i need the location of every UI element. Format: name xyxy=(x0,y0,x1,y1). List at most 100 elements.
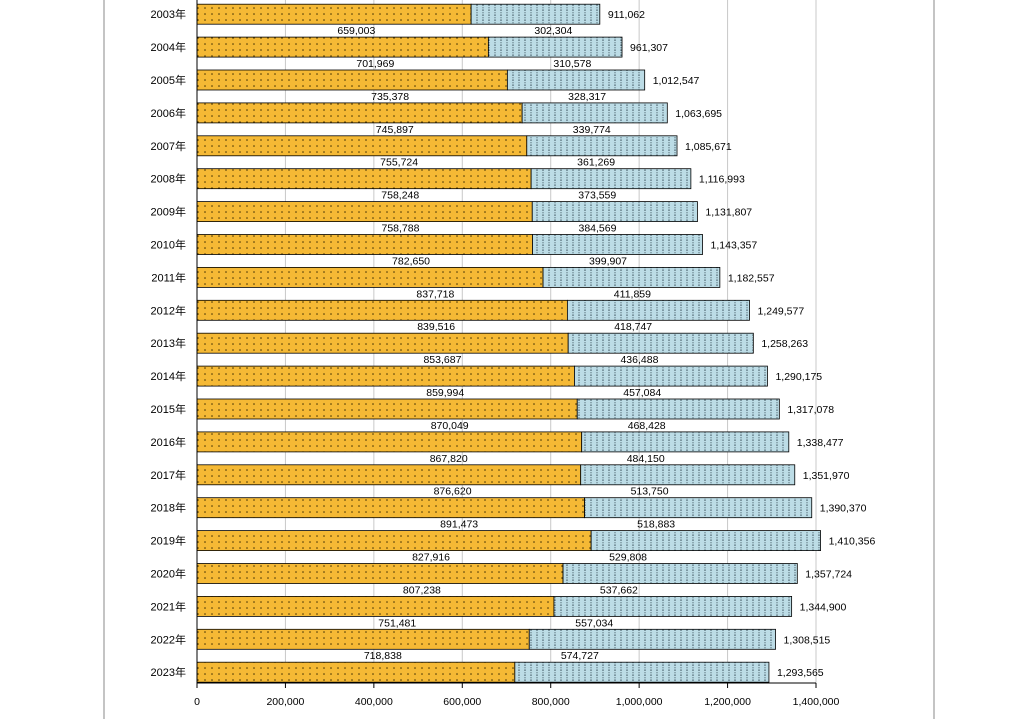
chart-frame xyxy=(103,0,935,719)
total-label: 1,182,557 xyxy=(728,272,775,284)
total-label: 1,131,807 xyxy=(705,207,752,219)
category-label: 2009年 xyxy=(151,205,186,219)
bar-series-2 xyxy=(584,497,813,519)
bar-series-2 xyxy=(576,398,780,420)
series-1-label: 891,473 xyxy=(440,519,478,531)
series-1-label: 659,003 xyxy=(337,25,375,37)
series-2-label: 529,808 xyxy=(609,552,647,564)
total-label: 1,063,695 xyxy=(675,108,722,120)
category-label: 2021年 xyxy=(151,599,186,613)
series-1-label: 827,916 xyxy=(412,552,450,564)
category-label: 2015年 xyxy=(151,402,186,416)
x-axis: 0 200,000 400,000 600,000 800,000 1,000,000 1,… xyxy=(194,0,840,708)
x-tick-label: 200,000 xyxy=(266,696,304,708)
series-1-label: 837,718 xyxy=(416,288,454,300)
bar-series-2 xyxy=(562,563,798,584)
bar-series-2 xyxy=(530,168,692,190)
category-label: 2004年 xyxy=(151,40,186,54)
category-label: 2016年 xyxy=(151,435,186,449)
bars xyxy=(196,3,821,683)
total-label: 1,308,515 xyxy=(784,634,831,646)
bar-series-1 xyxy=(196,135,528,157)
total-label: 1,085,671 xyxy=(685,141,732,153)
series-1-label: 839,516 xyxy=(417,321,455,333)
bar-series-1 xyxy=(196,497,585,519)
bar-series-2 xyxy=(542,266,721,288)
series-1-label: 859,994 xyxy=(426,387,464,399)
series-2-label: 457,084 xyxy=(623,387,661,399)
total-label: 1,143,357 xyxy=(711,240,758,252)
series-2-label: 484,150 xyxy=(627,453,665,465)
series-1-label: 782,650 xyxy=(392,255,430,267)
series-1-label: 867,820 xyxy=(430,453,468,465)
series-2-label: 518,883 xyxy=(637,519,675,531)
series-2-label: 574,727 xyxy=(561,650,599,662)
series-1-label: 701,969 xyxy=(356,58,394,70)
bar-series-1 xyxy=(196,332,569,354)
bar-series-1 xyxy=(196,234,533,255)
bar-series-1 xyxy=(196,628,530,650)
total-label: 1,357,724 xyxy=(805,569,852,581)
bar-series-2 xyxy=(470,3,601,25)
x-tick-label: 800,000 xyxy=(532,696,570,708)
x-tick-label: 400,000 xyxy=(355,696,393,708)
x-tick-label: 600,000 xyxy=(443,696,481,708)
series-2-label: 361,269 xyxy=(577,157,615,169)
bar-series-1 xyxy=(196,431,583,453)
series-2-label: 384,569 xyxy=(579,223,617,235)
category-label: 2020年 xyxy=(151,567,186,581)
category-label: 2012年 xyxy=(151,303,186,317)
bar-series-1 xyxy=(196,661,516,683)
bar-series-2 xyxy=(531,201,698,223)
total-label: 1,344,900 xyxy=(800,601,847,613)
bar-series-1 xyxy=(196,596,555,617)
series-2-label: 399,907 xyxy=(589,255,627,267)
series-2-label: 411,859 xyxy=(614,288,651,300)
series-1-label: 718,838 xyxy=(364,650,402,662)
category-label: 2005年 xyxy=(151,73,186,87)
bar-series-1 xyxy=(196,398,578,420)
category-label: 2010年 xyxy=(151,238,186,252)
total-label: 1,258,263 xyxy=(761,338,808,350)
series-2-label: 537,662 xyxy=(600,584,638,596)
total-label: 1,338,477 xyxy=(797,437,844,449)
bar-series-2 xyxy=(566,299,750,321)
total-label: 1,290,175 xyxy=(775,371,822,383)
bar-series-1 xyxy=(196,563,564,584)
series-1-label: 853,687 xyxy=(423,354,461,366)
bar-series-2 xyxy=(553,596,793,617)
series-1-label: 758,248 xyxy=(381,190,419,202)
bar-series-2 xyxy=(581,431,790,453)
bar-series-1 xyxy=(196,464,582,486)
bar-series-2 xyxy=(514,661,770,683)
series-2-label: 513,750 xyxy=(631,486,669,498)
series-2-label: 302,304 xyxy=(534,25,572,37)
bar-series-1 xyxy=(196,36,489,58)
series-1-label: 735,378 xyxy=(371,91,409,103)
series-1-label: 751,481 xyxy=(378,617,416,629)
total-label: 1,293,565 xyxy=(777,667,824,679)
category-label: 2014年 xyxy=(151,369,186,383)
series-2-label: 436,488 xyxy=(620,354,658,366)
series-1-label: 758,788 xyxy=(382,223,420,235)
category-label: 2019年 xyxy=(151,534,186,548)
series-1-label: 745,897 xyxy=(376,124,414,136)
series-1-label: 807,238 xyxy=(403,584,441,596)
total-label: 1,317,078 xyxy=(787,404,834,416)
total-label: 961,307 xyxy=(630,42,668,54)
category-label: 2008年 xyxy=(151,172,186,186)
bar-series-2 xyxy=(580,464,796,486)
bar-series-1 xyxy=(196,266,544,288)
category-label: 2022年 xyxy=(151,632,186,646)
series-2-label: 328,317 xyxy=(568,91,606,103)
total-label: 1,410,356 xyxy=(829,536,876,548)
series-2-label: 557,034 xyxy=(575,617,613,629)
category-label: 2023年 xyxy=(151,665,186,679)
series-1-label: 870,049 xyxy=(431,420,469,432)
category-label: 2006年 xyxy=(151,106,186,120)
bar-series-2 xyxy=(526,135,678,157)
bar-series-2 xyxy=(521,102,668,124)
series-2-label: 339,774 xyxy=(573,124,611,136)
category-label: 2018年 xyxy=(151,501,186,515)
